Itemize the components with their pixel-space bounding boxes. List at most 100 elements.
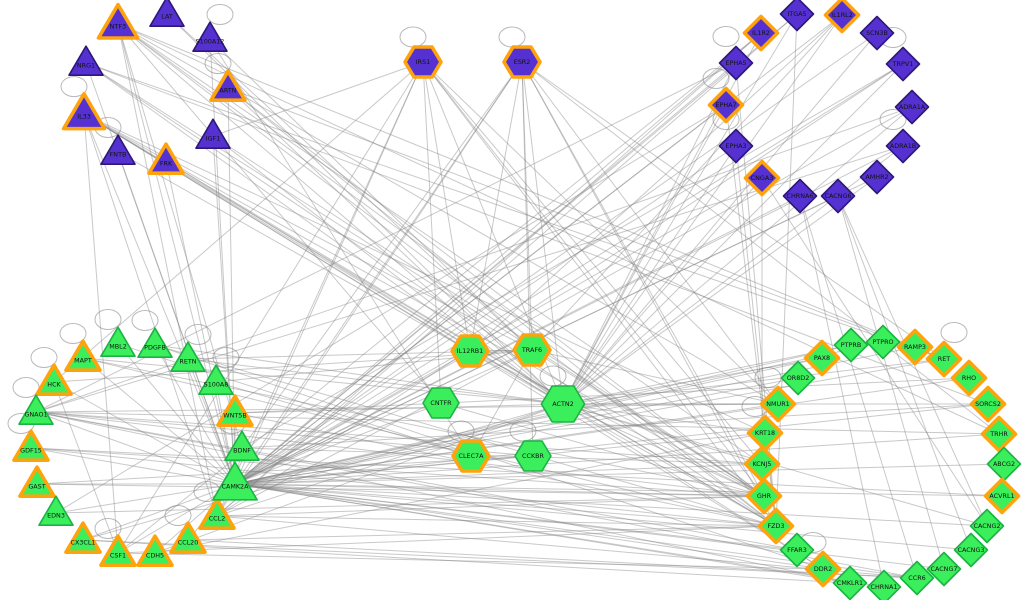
node-CCL2[interactable]: CCL2 [198, 497, 236, 530]
node-CCR6[interactable]: CCR6 [899, 560, 935, 596]
edge-CAMK2A-SORCS2 [234, 403, 989, 485]
edge-IL1RL2-TRAF6 [531, 14, 843, 351]
edge-IGF1-GHR [212, 135, 765, 497]
edge-EPHA3-CAMK2A [234, 145, 737, 485]
edge-ESR2-ACTN2 [521, 61, 564, 405]
self-loop-edge-CSF1 [94, 518, 122, 539]
node-CCKBR[interactable]: CCKBR [514, 440, 552, 472]
diamond-node-shape [969, 385, 1007, 423]
triangle-node-shape [147, 142, 185, 175]
edge-AMHR2-ACTN2 [562, 176, 878, 405]
triangle-node-shape [38, 495, 74, 526]
edge-CX3CL1-CCR6 [82, 539, 918, 579]
node-ADRA1B[interactable]: ADRA1B [885, 128, 921, 164]
node-IL12RB1[interactable]: IL12RB1 [450, 334, 490, 368]
edge-ESR2-TRHR [521, 61, 1000, 435]
node-IRS1[interactable]: IRS1 [403, 45, 443, 79]
edge-IL33-CSF1 [83, 113, 119, 554]
node-ESR2[interactable]: ESR2 [502, 45, 542, 79]
node-MAPT[interactable]: MAPT [64, 339, 102, 372]
node-MBL2[interactable]: MBL2 [100, 326, 136, 357]
self-loop-edge-GNAO1 [12, 377, 40, 398]
edge-PDGFB-FZD3 [154, 344, 777, 527]
edge-GNAO1-TRHR [35, 411, 1000, 435]
edge-ESR2-GHR [521, 61, 765, 497]
node-SCN3B[interactable]: SCN3B [859, 15, 895, 51]
node-ACVRL1[interactable]: ACVRL1 [983, 477, 1021, 515]
node-GDF15[interactable]: GDF15 [12, 429, 50, 462]
node-ITGA5[interactable]: ITGA5 [779, 0, 815, 32]
diamond-node-shape [742, 14, 780, 52]
hexagon-node-shape [403, 45, 443, 79]
node-PDGFB[interactable]: PDGFB [137, 327, 173, 358]
hexagon-node-shape [450, 334, 490, 368]
triangle-node-shape [224, 430, 260, 461]
edge-CAMK2A-DDR2 [234, 483, 824, 570]
edge-CAMK2A-OR8D2 [234, 377, 799, 485]
node-RHO[interactable]: RHO [950, 359, 988, 397]
edge-MAPT-ACTN2 [82, 357, 564, 405]
node-EPHA7[interactable]: EPHA7 [707, 86, 745, 124]
node-CACNG7[interactable]: CACNG7 [926, 551, 962, 587]
node-PTPRO[interactable]: PTPRO [865, 324, 901, 360]
node-ADRA1A[interactable]: ADRA1A [894, 89, 930, 125]
edge-ACTN2-KRT18 [562, 403, 766, 434]
edge-ESR2-FZD3 [521, 61, 777, 527]
node-CNGA3[interactable]: CNGA3 [743, 159, 781, 197]
node-TRAF6[interactable]: TRAF6 [512, 333, 552, 367]
self-loop-edge-IRS1 [399, 26, 427, 48]
node-ABCG2[interactable]: ABCG2 [986, 446, 1022, 482]
node-SORCS2[interactable]: SORCS2 [969, 385, 1007, 423]
edge-CAMK2A-CCR6 [234, 483, 918, 579]
node-OR8D2[interactable]: OR8D2 [780, 360, 816, 396]
node-IGF1[interactable]: IGF1 [195, 118, 231, 149]
edge-ESR2-IL12RB1 [469, 61, 523, 352]
edge-MAPT-CAMK2A [82, 357, 236, 485]
edge-CSF1-DDR2 [117, 552, 824, 570]
diamond-node-shape [986, 446, 1022, 482]
node-S100A12[interactable]: S100A12 [192, 21, 228, 52]
node-CHRNA6[interactable]: CHRNA6 [782, 178, 818, 214]
node-TRHR[interactable]: TRHR [980, 415, 1018, 453]
node-CLEC7A[interactable]: CLEC7A [451, 439, 491, 473]
diamond-node-shape [859, 159, 895, 195]
edge-TRPV1-ACTN2 [562, 63, 904, 405]
self-loop-edge-RET [940, 322, 968, 343]
node-KCNJ5[interactable]: KCNJ5 [743, 445, 781, 483]
node-GNAO1[interactable]: GNAO1 [18, 394, 54, 425]
edge-IRS1-CCL2 [216, 61, 424, 517]
edge-RETN-ACTN2 [187, 358, 564, 405]
node-NTF3[interactable]: NTF3 [96, 2, 140, 40]
edge-FRK-CAMK2A [165, 160, 236, 485]
triangle-node-shape [212, 461, 258, 501]
node-LAT[interactable]: LAT [149, 0, 185, 27]
node-FFAR3[interactable]: FFAR3 [779, 532, 815, 568]
edge-CAMK2A-FZD3 [234, 483, 777, 527]
diamond-node-shape [866, 569, 902, 600]
triangle-node-shape [12, 429, 50, 462]
self-loop-edge-ARTN [204, 53, 232, 74]
edge-ESR2-CAMK2A [234, 61, 523, 485]
edge-ESR2-BDNF [241, 61, 523, 449]
node-NRG1[interactable]: NRG1 [68, 45, 104, 76]
triangle-node-shape [137, 327, 173, 358]
node-CNTFR[interactable]: CNTFR [422, 387, 460, 419]
edge-CX3CL1-ACTN2 [82, 403, 564, 541]
node-CSF1[interactable]: CSF1 [99, 534, 137, 567]
diamond-node-shape [859, 15, 895, 51]
node-GAST[interactable]: GAST [18, 465, 56, 498]
diamond-node-shape [820, 178, 856, 214]
edge-EPHA5-CAMK2A [234, 62, 737, 485]
diamond-node-shape [885, 128, 921, 164]
triangle-node-shape [61, 92, 107, 131]
edge-GNAO1-GHR [35, 411, 765, 497]
diamond-node-shape [782, 178, 818, 214]
edge-ESR2-CCL2 [216, 61, 523, 517]
diamond-node-shape [718, 45, 754, 81]
node-IL1R2[interactable]: IL1R2 [742, 14, 780, 52]
edge-IRS1-FZD3 [422, 61, 777, 527]
edge-IL1R2-CSF1 [117, 32, 762, 554]
self-loop-edge-ESR2 [498, 26, 526, 48]
edge-IL33-KRT18 [83, 113, 766, 434]
edge-CDH5-KRT18 [154, 432, 766, 554]
